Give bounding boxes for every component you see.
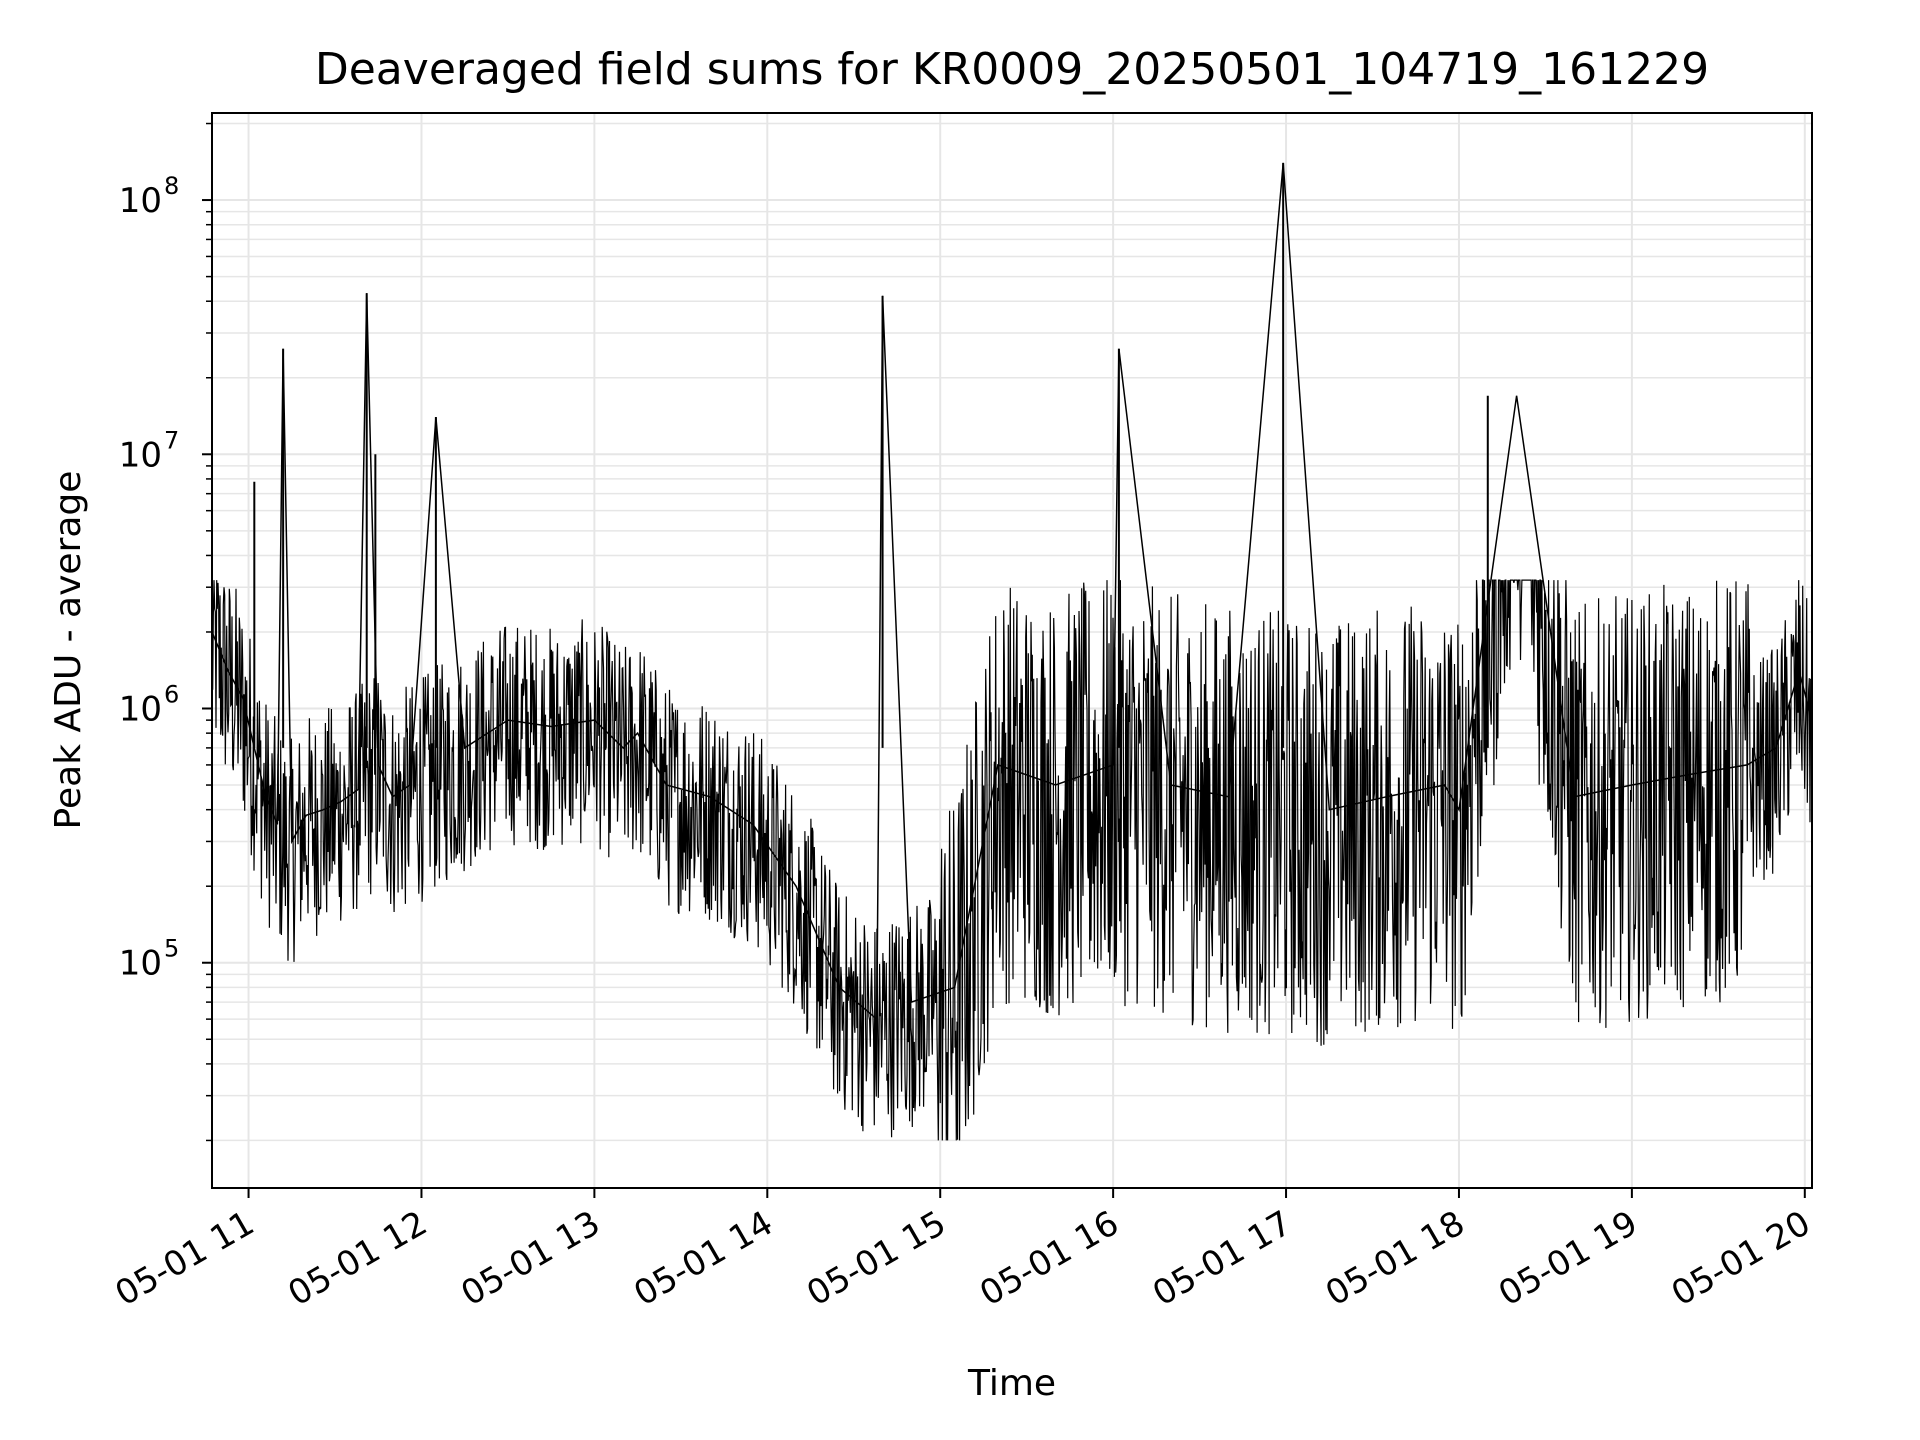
grid bbox=[212, 113, 1812, 1188]
y-tick-label: 10 bbox=[119, 944, 162, 984]
y-tick-exponent: 8 bbox=[164, 172, 179, 200]
y-tick-exponent: 5 bbox=[164, 935, 179, 963]
y-axis-label: Peak ADU - average bbox=[48, 471, 89, 830]
chart-title: Deaveraged field sums for KR0009_2025050… bbox=[315, 44, 1709, 95]
y-tick-label: 10 bbox=[119, 181, 162, 221]
noise-trace bbox=[211, 579, 1813, 1141]
series-layer bbox=[211, 162, 1813, 1021]
noise-polyline bbox=[211, 579, 1813, 1141]
y-tick-exponent: 6 bbox=[164, 681, 179, 709]
plot-frame bbox=[211, 112, 1813, 1189]
x-axis-label: Time bbox=[967, 1363, 1056, 1404]
series-line bbox=[211, 162, 1813, 1021]
y-tick-exponent: 7 bbox=[164, 426, 179, 454]
y-tick-label: 10 bbox=[119, 690, 162, 730]
y-tick-label: 10 bbox=[119, 435, 162, 475]
